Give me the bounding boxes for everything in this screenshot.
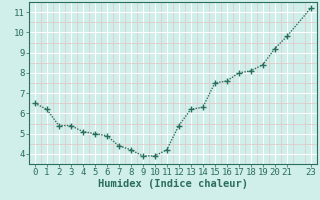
X-axis label: Humidex (Indice chaleur): Humidex (Indice chaleur) (98, 179, 248, 189)
